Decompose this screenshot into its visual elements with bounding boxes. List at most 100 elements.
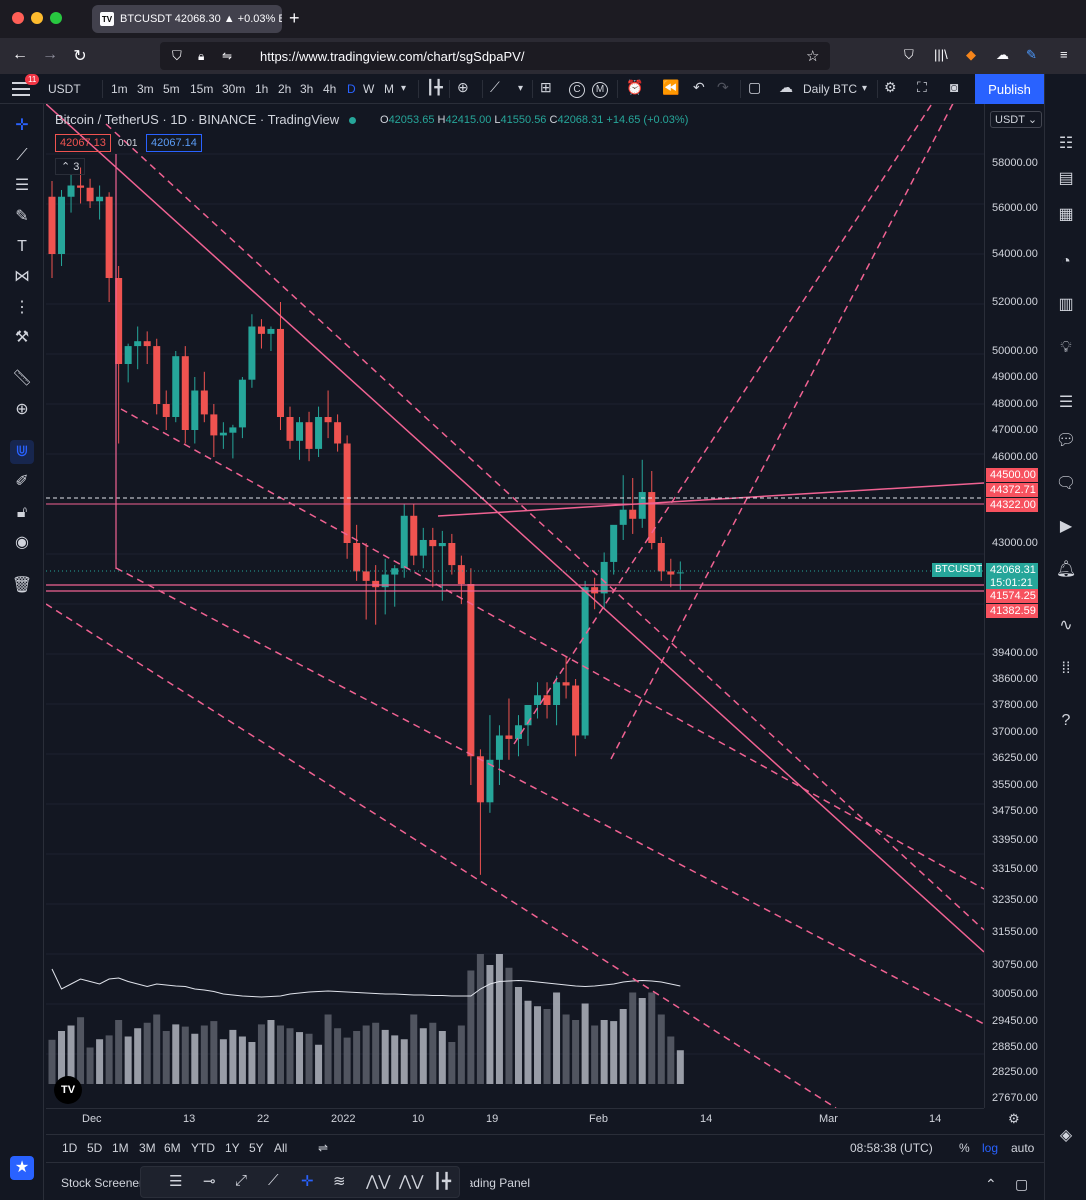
time-axis[interactable] (46, 1108, 984, 1132)
reload-icon[interactable]: ↻ (73, 48, 87, 65)
play-icon[interactable]: ▶ (1059, 518, 1073, 535)
layers-icon[interactable]: ◈ (1059, 1127, 1073, 1144)
new-tab-icon[interactable]: + (289, 8, 300, 28)
url-text[interactable]: https://www.tradingview.com/chart/sgSdpa… (260, 48, 525, 64)
lock-drawing-icon[interactable]: ✐ (15, 473, 29, 490)
timeframe-5m[interactable]: 5m (163, 82, 180, 96)
hammer-icon[interactable]: ⚒ (14, 329, 30, 346)
timeframe-15m[interactable]: 15m (190, 82, 214, 96)
range-6m[interactable]: 6M (164, 1141, 181, 1155)
chevron-up-icon[interactable]: ⌃ (985, 1176, 997, 1192)
library-icon[interactable]: |||\ (934, 47, 948, 62)
indicators-icon[interactable]: ⟋ (490, 79, 500, 95)
timeframe-1m[interactable]: 1m (111, 82, 128, 96)
range-1m[interactable]: 1M (112, 1141, 129, 1155)
cloud-save-icon[interactable]: ☁ (779, 79, 793, 95)
price-level-tag[interactable]: 41574.25 (986, 589, 1038, 603)
grid-dots-icon[interactable]: ⁞⁞ (1061, 660, 1071, 677)
url-bar[interactable]: ⛉ 🔒︎ ⇋ https://www.tradingview.com/chart… (160, 42, 830, 70)
trash-icon[interactable]: 🗑︎ (11, 577, 33, 594)
calendar-icon[interactable]: ▦ (1058, 206, 1074, 223)
stock-screener-tab[interactable]: Stock Screener (61, 1176, 144, 1190)
templates-icon[interactable]: ⊞ (540, 79, 552, 95)
zoom-window-button[interactable] (50, 12, 62, 24)
fullscreen-layout-icon[interactable]: ▢ (748, 79, 762, 95)
pattern-icon[interactable]: ⋈ (14, 268, 30, 285)
price-level-tag[interactable]: 44372.71 (986, 483, 1038, 497)
news-icon[interactable]: ▤ (1058, 170, 1074, 187)
alert-clock-icon[interactable]: ⏰ (626, 79, 644, 95)
ideas-bulb-icon[interactable]: 💡︎ (1060, 339, 1072, 356)
text-icon[interactable]: T (17, 238, 27, 255)
app-menu-icon[interactable]: ≡ (1060, 47, 1068, 62)
pattern-icon[interactable]: ⋀⋁ (366, 1173, 391, 1190)
bell-icon[interactable]: 🔔︎ (1055, 561, 1077, 578)
price-level-tag[interactable]: 44500.00 (986, 468, 1038, 482)
favorites-star-icon[interactable]: ★ (10, 1156, 34, 1180)
clock-time[interactable]: 08:58:38 (UTC) (850, 1141, 933, 1155)
zoom-in-icon[interactable]: ⊕ (15, 401, 29, 418)
horizontal-lines-icon[interactable]: ☰ (14, 177, 30, 194)
crosshair-icon[interactable]: ✛ (15, 117, 29, 134)
indicators-dropdown-icon[interactable]: ▾ (518, 83, 524, 94)
range-1d[interactable]: 1D (62, 1141, 78, 1155)
timeframe-30m[interactable]: 30m (222, 82, 246, 96)
brush-icon[interactable]: ✎ (15, 208, 29, 225)
c-icon[interactable]: C (569, 82, 585, 98)
camera-icon[interactable]: ◙ (950, 79, 959, 95)
replay-icon[interactable]: ⏪ (662, 79, 680, 95)
browser-tab[interactable]: TV BTCUSDT 42068.30 ▲ +0.03% B ✕ (92, 5, 282, 33)
shield-icon[interactable]: ⛉ (172, 48, 182, 63)
timeframe-dropdown-icon[interactable]: ▾ (401, 83, 407, 94)
publish-button[interactable]: Publish (975, 74, 1044, 104)
metamask-icon[interactable]: ◆ (966, 47, 976, 62)
compare-add-icon[interactable]: ⊕ (457, 79, 469, 95)
maximize-panel-icon[interactable]: ▢ (1015, 1176, 1029, 1192)
sell-price-box[interactable]: 42067.13 (55, 134, 111, 152)
parallel-channel-icon[interactable]: ≋ (333, 1173, 346, 1190)
undo-icon[interactable]: ↶ (693, 79, 705, 95)
range-ytd[interactable]: YTD (191, 1141, 215, 1155)
range-all[interactable]: All (274, 1141, 288, 1155)
percent-toggle[interactable]: % (959, 1141, 970, 1155)
price-chart[interactable] (46, 104, 984, 1108)
lock-icon[interactable]: 🔒︎ (198, 48, 205, 63)
candles-style-icon[interactable]: ┃╋ (426, 79, 443, 95)
price-level-tag[interactable]: 42068.31 (986, 563, 1038, 577)
layout-dropdown-icon[interactable]: ▾ (862, 83, 868, 94)
timeframe-3m[interactable]: 3m (137, 82, 154, 96)
timeframe-d[interactable]: D (347, 82, 356, 96)
price-level-tag[interactable]: 44322.00 (986, 498, 1038, 512)
buy-price-box[interactable]: 42067.14 (146, 134, 202, 152)
magnet-icon[interactable]: ⋓ (10, 440, 34, 464)
back-arrow-icon[interactable]: ← (12, 46, 28, 63)
trading-panel-tab[interactable]: Trading Panel (470, 1176, 530, 1190)
horizontal-lines-icon[interactable]: ☰ (169, 1173, 183, 1190)
price-level-tag[interactable]: 15:01:21 (986, 576, 1038, 590)
indicator-collapse-button[interactable]: ⌃ 3 (55, 158, 86, 175)
timeframe-2h[interactable]: 2h (278, 82, 292, 96)
bookmark-star-icon[interactable]: ☆ (806, 48, 820, 65)
close-window-button[interactable] (12, 12, 24, 24)
settings-gear-icon[interactable]: ⚙ (884, 79, 897, 95)
redo-icon[interactable]: ↷ (717, 79, 729, 95)
timeframe-m[interactable]: M (384, 82, 394, 96)
hotlist-icon[interactable]: ▥ (1058, 296, 1074, 313)
trend-angle-icon[interactable]: ⤢ (235, 1172, 248, 1189)
price-axis[interactable] (984, 104, 1044, 1108)
trend-line-icon[interactable]: ⟋ (16, 147, 28, 164)
price-level-tag[interactable]: 41382.59 (986, 604, 1038, 618)
clock-icon[interactable]: ◔ (1061, 253, 1071, 270)
range-5d[interactable]: 5D (87, 1141, 103, 1155)
symbol-search[interactable]: USDT (48, 82, 81, 96)
lock-icon[interactable]: 🔓︎ (16, 504, 28, 521)
axis-settings-gear-icon[interactable]: ⚙ (1008, 1111, 1020, 1126)
help-icon[interactable]: ? (1061, 712, 1071, 729)
chat-bubble-icon[interactable]: 🗨︎ (1055, 475, 1077, 492)
horizontal-ray-icon[interactable]: ⊸ (203, 1173, 216, 1190)
auto-toggle[interactable]: auto (1011, 1141, 1035, 1155)
date-range-icon[interactable]: ⇌ (318, 1141, 329, 1155)
fullscreen-icon[interactable]: ⛶ (917, 79, 927, 95)
elliott-wave-icon[interactable]: ⋀⋁ (399, 1173, 424, 1190)
trend-line-icon[interactable]: ⟋ (268, 1172, 279, 1189)
